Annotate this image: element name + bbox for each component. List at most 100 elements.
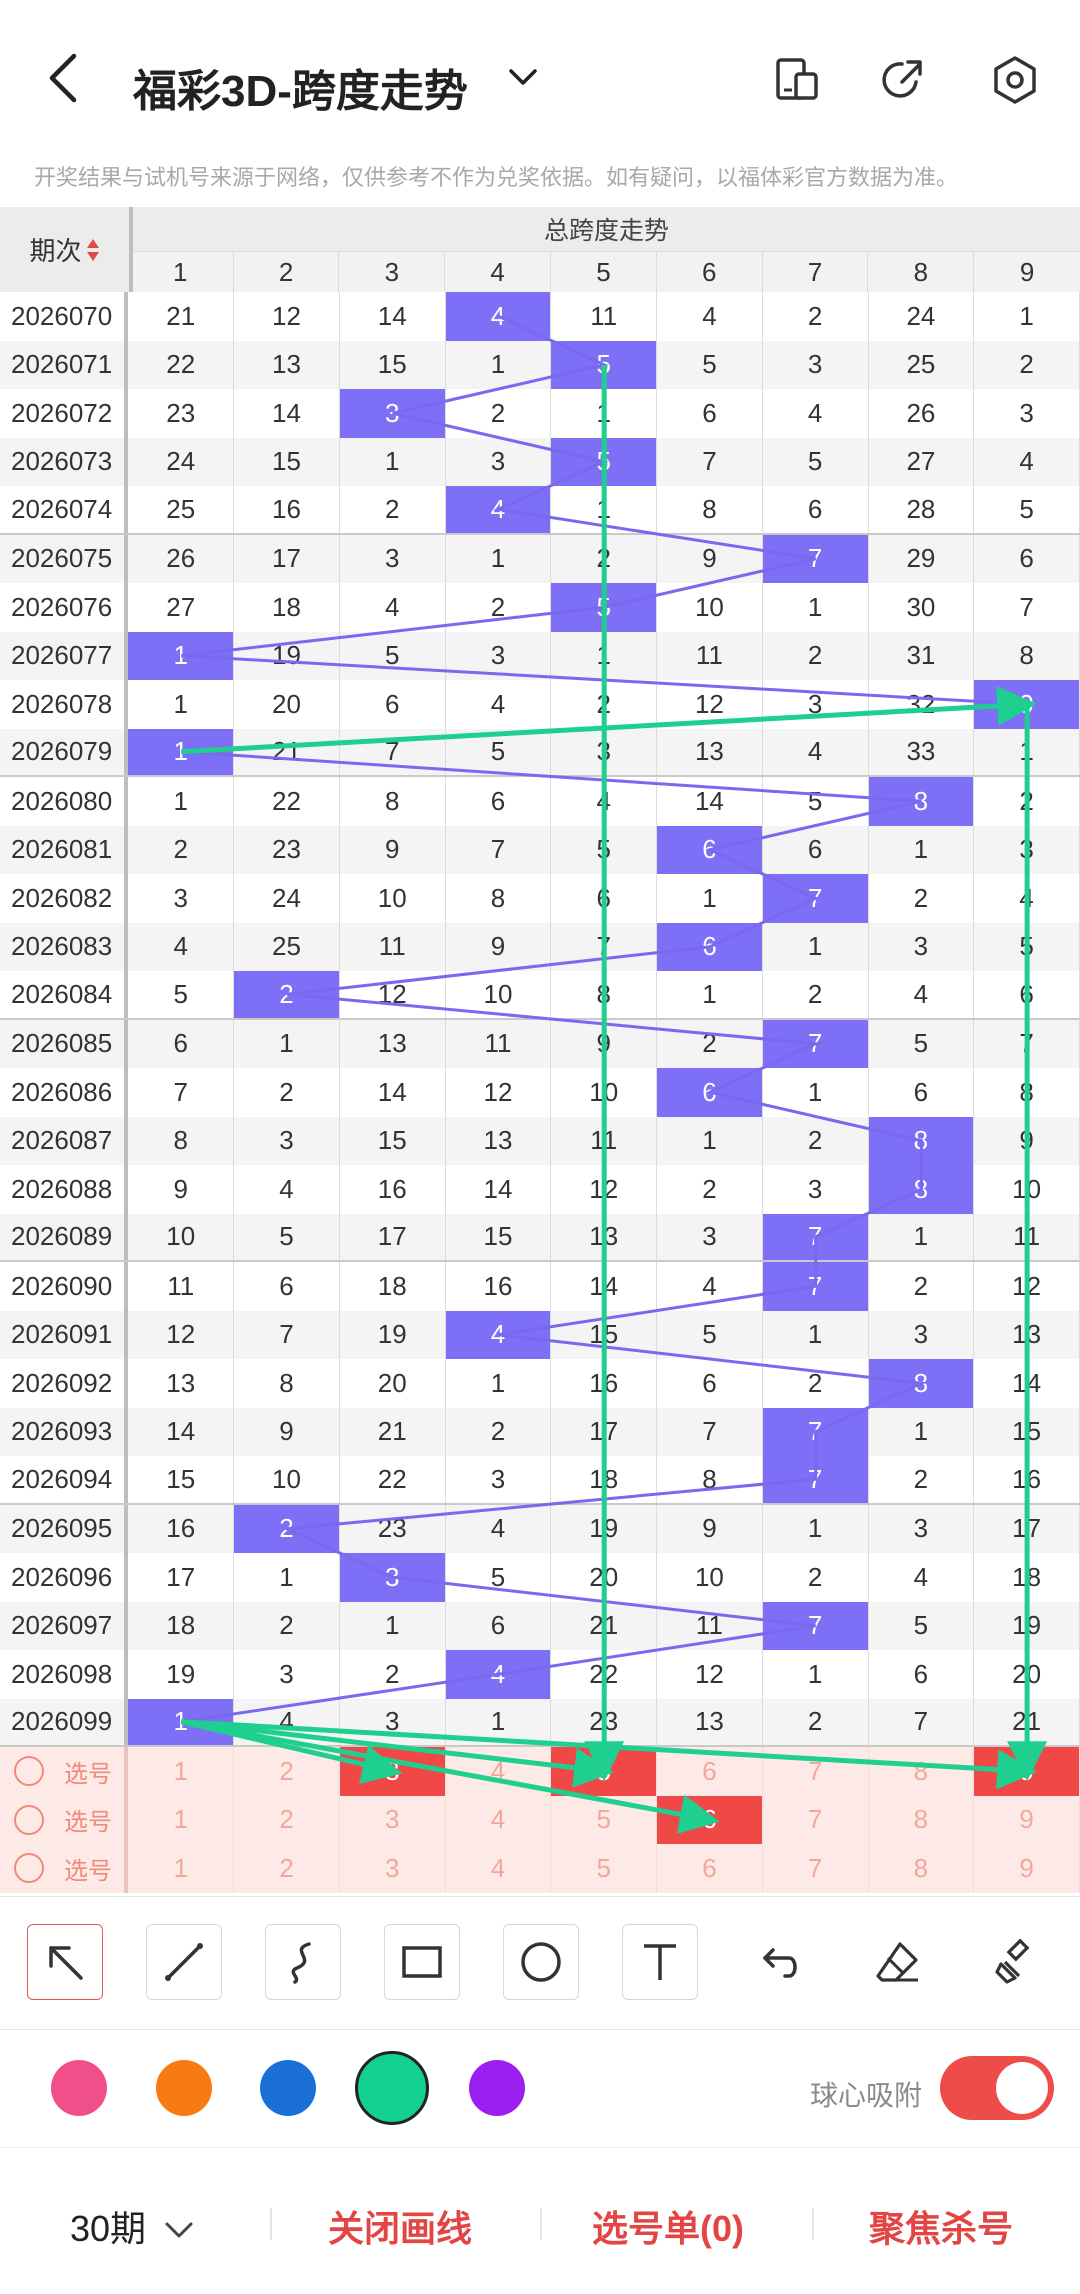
line-tool-icon[interactable]	[146, 1924, 222, 2000]
color-swatch-purple[interactable]	[469, 2060, 525, 2116]
miss-cell: 1	[869, 1407, 975, 1456]
number-cell[interactable]: 2	[234, 1844, 340, 1893]
number-cell[interactable]: 2	[234, 1747, 340, 1796]
miss-cell: 20	[974, 1650, 1080, 1699]
selection-row-label[interactable]: 选号	[0, 1844, 129, 1893]
disclaimer-text: 开奖结果与试机号来源于网络，仅供参考不作为兑奖依据。如有疑问，以福体彩官方数据为…	[34, 165, 959, 190]
miss-cell: 11	[551, 1116, 658, 1165]
miss-cell: 20	[551, 1553, 658, 1602]
number-cell[interactable]: 9	[974, 1844, 1080, 1893]
page-title[interactable]: 福彩3D-跨度走势	[133, 67, 468, 116]
selection-rows: 选号 1 2 3 4 5 6 7 8 9 选号 1 2 3 4 5 6 7 8 9 选号 1 2 3 4 5 6 7 8 9	[0, 1747, 1080, 1893]
miss-cell: 22	[340, 1456, 446, 1503]
table-row: 2026089 10 5 17 15 13 3 7 1 11	[0, 1213, 1080, 1262]
arrow-tool-icon[interactable]	[27, 1924, 103, 2000]
number-cell[interactable]: 1	[128, 1844, 235, 1893]
number-cell[interactable]: 6	[657, 1747, 763, 1796]
picked-number-cell[interactable]: 9	[974, 1747, 1080, 1796]
picked-number-cell[interactable]: 6	[657, 1795, 763, 1844]
number-cell[interactable]: 4	[446, 1795, 552, 1844]
number-cell[interactable]: 4	[446, 1747, 552, 1796]
focus-kill-button[interactable]: 聚焦杀号	[869, 2208, 1014, 2249]
period-column-header[interactable]: 期次	[0, 207, 133, 292]
miss-cell: 15	[974, 1407, 1080, 1456]
device-layout-icon[interactable]	[770, 52, 826, 108]
period-count-select[interactable]: 30期	[70, 2200, 196, 2252]
number-cell[interactable]: 1	[128, 1747, 235, 1796]
chevron-down-icon	[165, 2222, 193, 2238]
clear-icon[interactable]	[979, 1924, 1055, 2000]
miss-cell: 5	[234, 1213, 340, 1260]
number-cell[interactable]: 1	[128, 1795, 235, 1844]
hit-cell: 3	[339, 1553, 446, 1602]
miss-cell: 16	[551, 1359, 658, 1408]
selection-row-label[interactable]: 选号	[0, 1795, 129, 1844]
circle-tool-icon[interactable]	[503, 1924, 579, 2000]
period-cell: 2026080	[0, 777, 129, 826]
color-swatch-pink[interactable]	[51, 2060, 107, 2116]
number-cell[interactable]: 8	[869, 1795, 975, 1844]
picked-number-cell[interactable]: 3	[339, 1747, 446, 1796]
miss-cell: 13	[657, 728, 763, 775]
miss-cell: 3	[657, 1213, 763, 1260]
miss-cell: 11	[340, 922, 446, 971]
miss-cell: 10	[974, 1165, 1080, 1214]
number-cell[interactable]: 3	[340, 1844, 446, 1893]
color-swatch-green[interactable]	[355, 2051, 429, 2125]
radio-circle-icon[interactable]	[14, 1804, 44, 1835]
miss-cell: 24	[234, 874, 340, 923]
color-swatch-orange[interactable]	[156, 2060, 212, 2116]
miss-cell: 25	[234, 922, 340, 971]
snap-toggle[interactable]	[940, 2056, 1054, 2120]
number-cell[interactable]: 8	[869, 1747, 975, 1796]
table-row: 2026088 9 4 16 14 12 2 3 8 10	[0, 1165, 1080, 1214]
number-cell[interactable]: 5	[551, 1795, 658, 1844]
eraser-icon[interactable]	[860, 1924, 936, 2000]
miss-cell: 7	[551, 922, 658, 971]
miss-cell: 17	[340, 1213, 446, 1260]
picked-number-cell[interactable]: 5	[551, 1747, 658, 1796]
miss-cell: 3	[128, 874, 235, 923]
back-arrow-icon[interactable]	[40, 48, 90, 108]
miss-cell: 4	[763, 389, 869, 438]
number-cell[interactable]: 9	[974, 1795, 1080, 1844]
table-row: 2026093 14 9 21 2 17 7 7 1 15	[0, 1407, 1080, 1456]
settings-icon[interactable]	[987, 52, 1043, 108]
number-cell[interactable]: 8	[869, 1844, 975, 1893]
number-cell[interactable]: 4	[446, 1844, 552, 1893]
number-cell[interactable]: 7	[763, 1747, 869, 1796]
rectangle-tool-icon[interactable]	[384, 1924, 460, 2000]
sort-icon[interactable]	[86, 237, 100, 263]
hit-cell: 1	[128, 728, 235, 775]
chevron-down-icon[interactable]	[505, 62, 541, 92]
close-lines-button[interactable]: 关闭画线	[328, 2208, 473, 2249]
miss-cell: 3	[869, 1504, 975, 1553]
selection-row-label[interactable]: 选号	[0, 1747, 129, 1796]
number-cell[interactable]: 6	[657, 1844, 763, 1893]
miss-cell: 24	[869, 292, 975, 341]
number-cell[interactable]: 3	[340, 1795, 446, 1844]
text-tool-icon[interactable]	[622, 1924, 698, 2000]
period-cell: 2026087	[0, 1116, 129, 1165]
number-cell[interactable]: 5	[551, 1844, 658, 1893]
miss-cell: 1	[551, 486, 658, 533]
share-icon[interactable]	[876, 52, 932, 108]
selection-list-button[interactable]: 选号单(0)	[592, 2208, 744, 2249]
miss-cell: 10	[657, 583, 763, 632]
radio-circle-icon[interactable]	[14, 1853, 44, 1884]
curve-tool-icon[interactable]	[265, 1924, 341, 2000]
color-swatch-blue[interactable]	[260, 2060, 316, 2116]
number-cell[interactable]: 7	[763, 1795, 869, 1844]
miss-cell: 6	[974, 534, 1080, 583]
miss-cell: 9	[340, 825, 446, 874]
radio-circle-icon[interactable]	[14, 1756, 44, 1787]
miss-cell: 11	[974, 1213, 1080, 1260]
table-row: 2026092 13 8 20 1 16 6 2 8 14	[0, 1359, 1080, 1408]
miss-cell: 23	[234, 825, 340, 874]
number-cell[interactable]: 2	[234, 1795, 340, 1844]
number-cell[interactable]: 7	[763, 1844, 869, 1893]
miss-cell: 7	[974, 1019, 1080, 1068]
table-row: 2026098 19 3 2 4 22 12 1 6 20	[0, 1650, 1080, 1699]
miss-cell: 3	[234, 1116, 340, 1165]
undo-icon[interactable]	[741, 1924, 817, 2000]
